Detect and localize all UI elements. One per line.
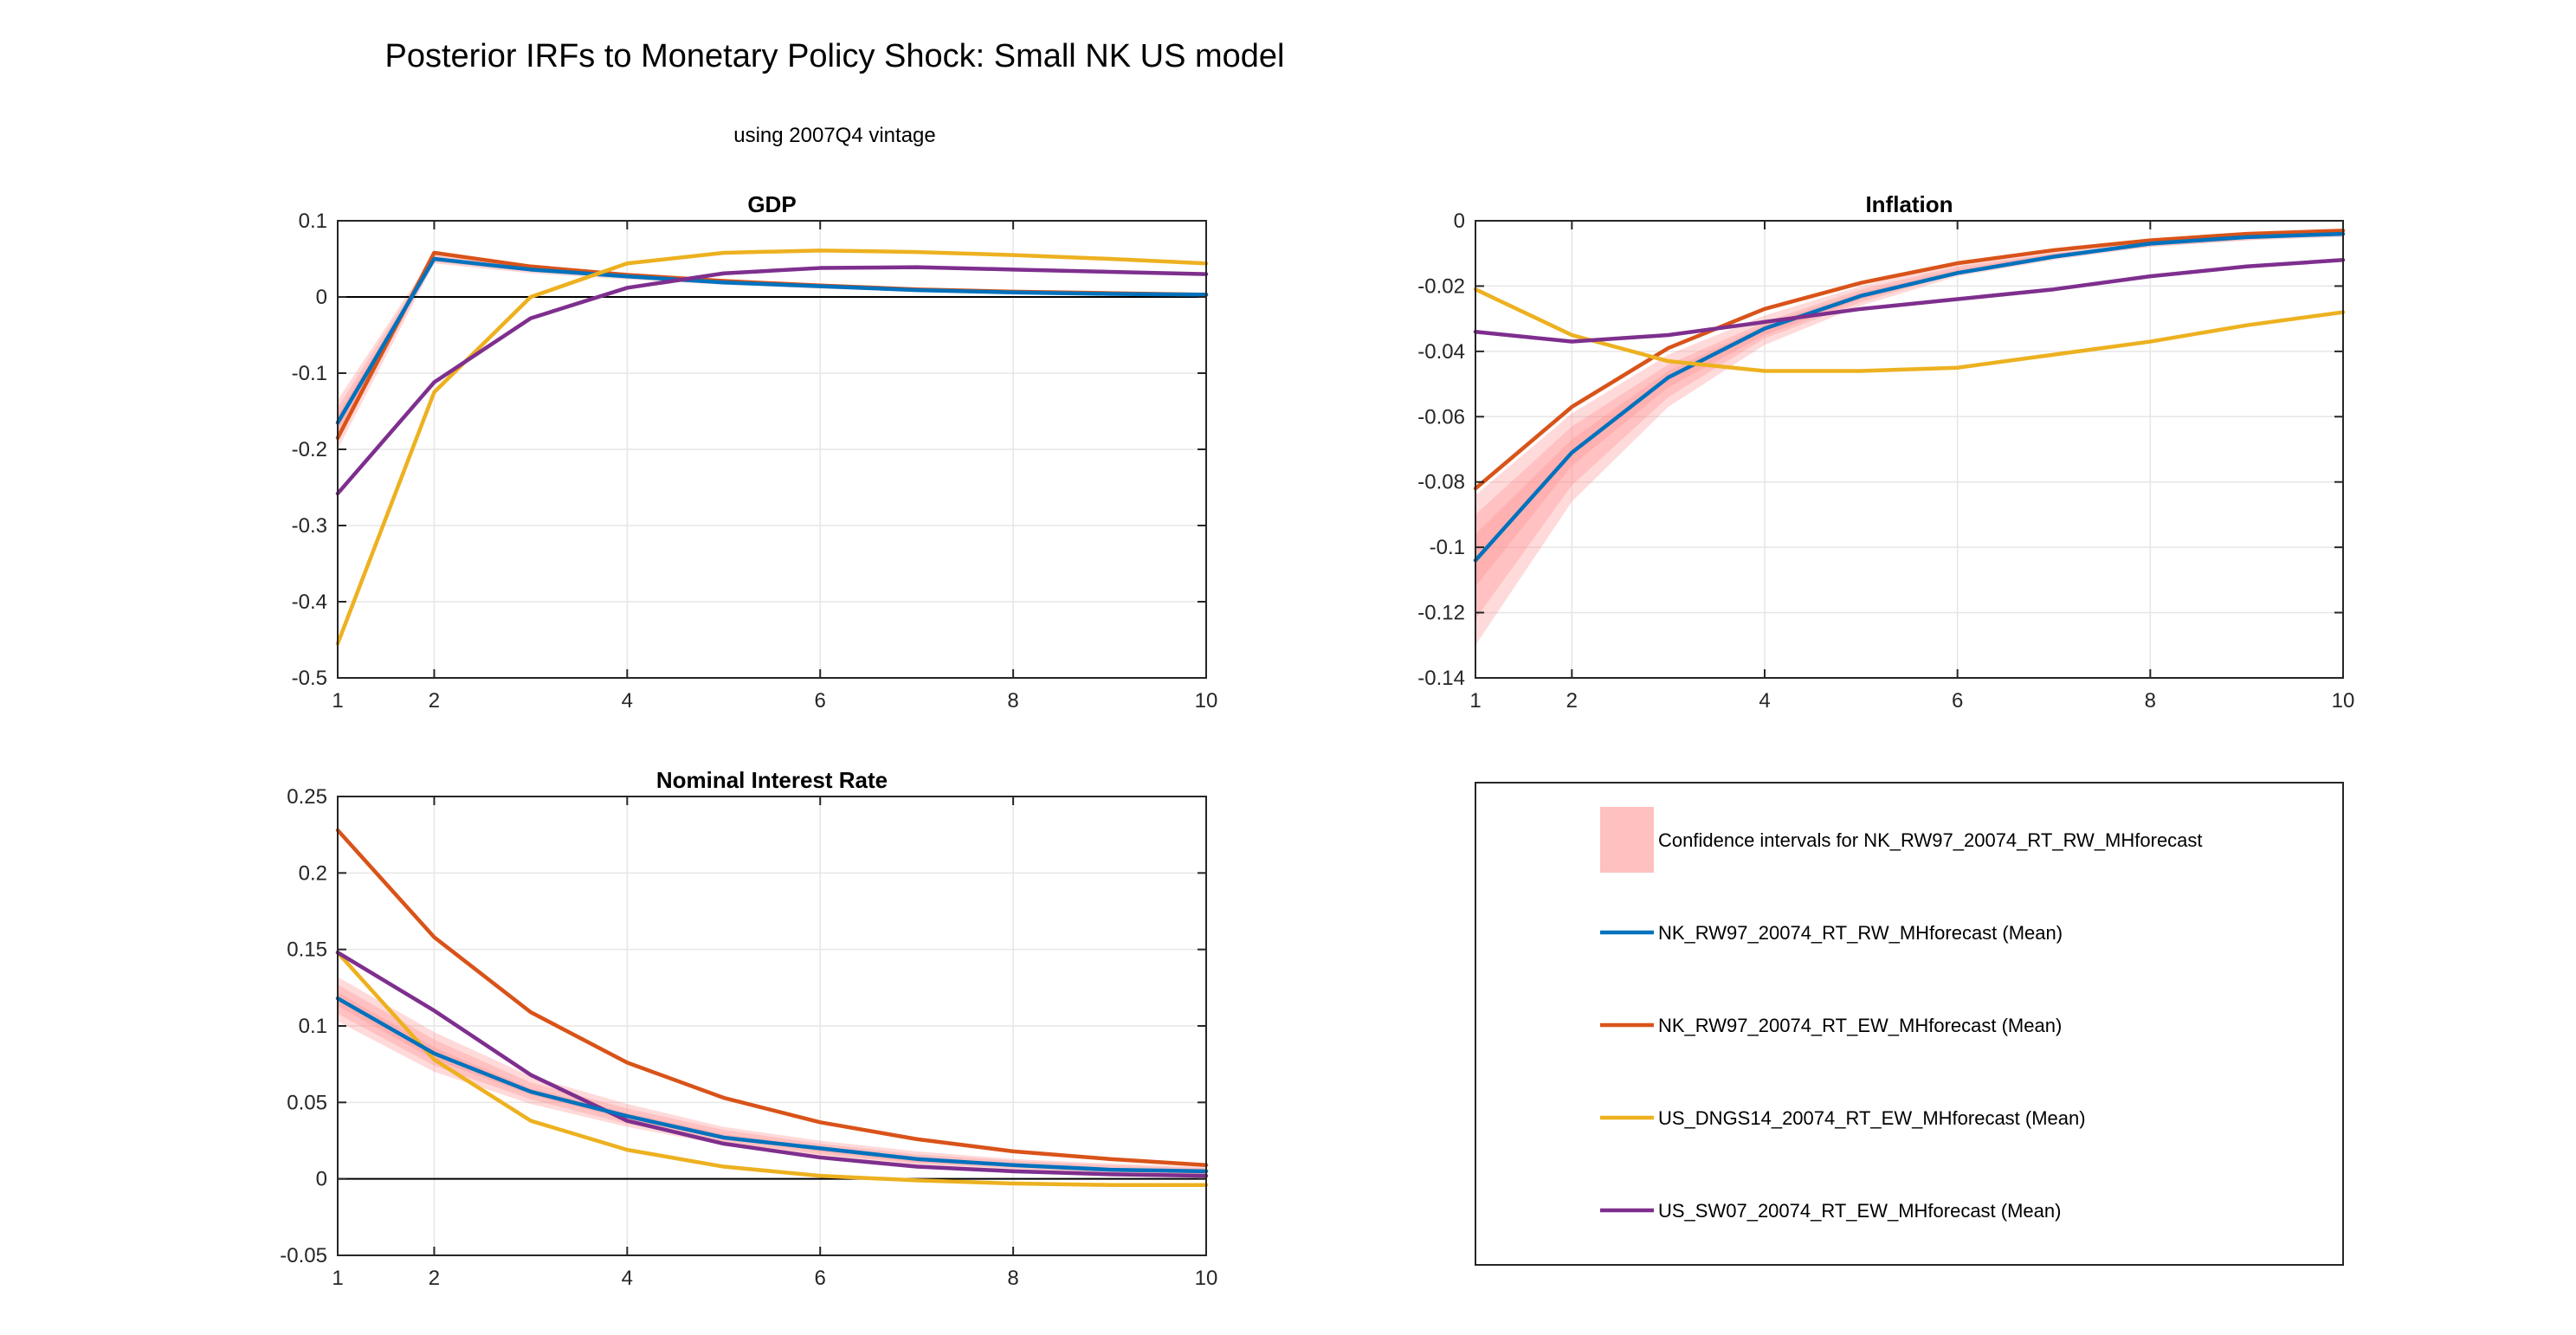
legend-band-swatch [1600,807,1654,873]
gdp-title: GDP [747,191,796,217]
inflation-ytick-label: -0.06 [1417,405,1465,429]
gdp-ytick-label: -0.1 [292,362,327,385]
inflation-ytick-label: -0.1 [1430,536,1465,559]
gdp-xtick-label: 10 [1195,689,1218,713]
inflation-xtick-label: 2 [1566,689,1578,713]
inflation-xtick-label: 8 [2145,689,2156,713]
interest-confidence-band-2 [338,984,1206,1175]
inflation-xtick-label: 1 [1469,689,1481,713]
inflation-plot-area [1475,221,2343,678]
inflation-series-purple [1473,258,2346,344]
interest-ytick-label: 0.25 [287,785,327,809]
interest-series-purple [335,950,1209,1178]
inflation-title: Inflation [1865,191,1953,217]
inflation-series-yellow [1473,287,2346,373]
inflation-xtick-label: 10 [2332,689,2355,713]
legend-entry-label: Confidence intervals for NK_RW97_20074_R… [1658,829,2203,851]
gdp-xtick-label: 6 [815,689,826,713]
gdp-series-purple [335,265,1209,496]
figure-title: Posterior IRFs to Monetary Policy Shock:… [384,38,1285,74]
figure-subtitle: using 2007Q4 vintage [733,124,936,147]
inflation-axes-box [1475,220,2344,679]
gdp-xtick-label: 1 [332,689,343,713]
inflation-ytick-label: -0.08 [1417,471,1465,494]
legend-entry-label: NK_RW97_20074_RT_EW_MHforecast (Mean) [1658,1015,2062,1036]
gdp-ytick-label: -0.5 [292,667,327,690]
inflation-xtick-label: 6 [1952,689,1963,713]
interest-xtick-label: 4 [622,1267,633,1290]
interest-xtick-label: 10 [1195,1267,1218,1290]
gdp-xtick-label: 2 [429,689,440,713]
interest-xtick-label: 8 [1007,1267,1018,1290]
gdp-ytick-label: -0.3 [292,514,327,538]
interest-series-orange [335,828,1209,1168]
inflation-ytick-label: -0.02 [1417,274,1465,298]
inflation-ytick-label: -0.12 [1417,602,1465,625]
legend-entry-label: US_SW07_20074_RT_EW_MHforecast (Mean) [1658,1200,2061,1222]
inflation-axes: 1 2 4 6 8 10 -0.14 -0.12 -0.1 -0.08 -0.06 -0.04 -0.0… [1417,191,2354,713]
interest-series-blue [335,996,1209,1174]
gdp-ytick-label: -0.4 [292,590,327,614]
inflation-ytick-label: -0.04 [1417,340,1465,364]
gdp-series-blue [335,256,1209,425]
gdp-ytick-label: 0.1 [299,210,327,233]
interest-xtick-label: 2 [429,1267,440,1290]
gdp-xtick-label: 4 [622,689,633,713]
gdp-series-yellow [335,248,1209,646]
interest-ytick-label: 0.1 [299,1015,327,1038]
interest-ytick-label: -0.05 [280,1244,327,1267]
legend-entry-label: NK_RW97_20074_RT_RW_MHforecast (Mean) [1658,922,2063,944]
interest-series-yellow [335,950,1209,1187]
interest-xtick-label: 1 [332,1267,343,1290]
inflation-ytick-label: -0.14 [1417,667,1465,690]
gdp-ytick-label: -0.2 [292,438,327,461]
interest-rate-axes: 1 2 4 6 8 10 -0.05 0 0.05 0.1 0.15 0.2 0.25 Nominal I… [280,767,1217,1290]
inflation-xtick-label: 4 [1759,689,1770,713]
interest-ytick-label: 0.05 [287,1091,327,1114]
legend-entry-label: US_DNGS14_20074_RT_EW_MHforecast (Mean) [1658,1107,2086,1129]
interest-ytick-label: 0.2 [299,861,327,885]
interest-ytick-label: 0.15 [287,938,327,962]
interest-title: Nominal Interest Rate [656,767,888,793]
gdp-xtick-label: 8 [1007,689,1018,713]
inflation-series-orange [1473,229,2346,491]
inflation-ytick-label: 0 [1454,210,1465,233]
inflation-series-blue [1473,231,2346,563]
interest-confidence-band-1 [338,977,1206,1177]
interest-ytick-label: 0 [316,1168,327,1191]
legend: Confidence intervals for NK_RW97_20074_R… [1475,782,2344,1266]
gdp-ytick-label: 0 [316,286,327,309]
interest-xtick-label: 6 [815,1267,826,1290]
gdp-axes: 1 2 4 6 8 10 -0.5 -0.4 -0.3 -0.2 -0.1 0 0.1 GDP [292,191,1218,713]
